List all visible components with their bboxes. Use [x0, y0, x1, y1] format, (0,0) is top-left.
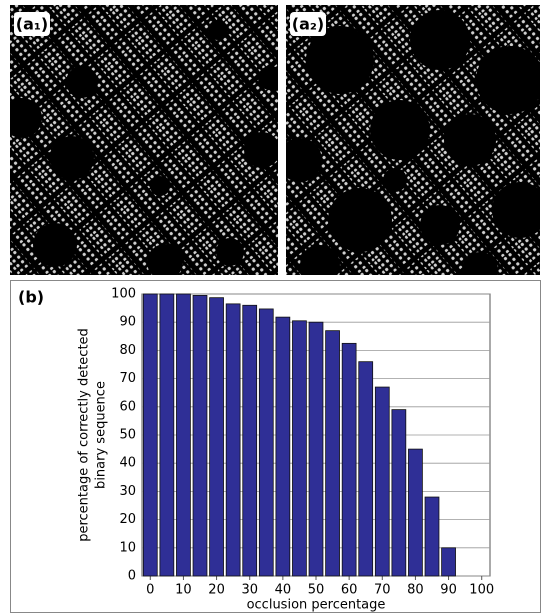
bar	[358, 361, 374, 577]
x-tick-label: 10	[175, 583, 192, 598]
x-tick-label: 30	[241, 583, 258, 598]
bar	[374, 386, 390, 577]
image-a2	[286, 5, 540, 275]
y-tick-label: 50	[119, 428, 136, 443]
bar	[391, 409, 407, 577]
bar	[242, 304, 258, 577]
panel-label: (b)	[18, 288, 44, 307]
bar	[209, 297, 224, 577]
x-tick-label: 80	[407, 583, 424, 598]
label-box	[14, 12, 50, 36]
bar	[176, 293, 191, 577]
bar	[292, 320, 307, 577]
panel-label: (a₁)	[16, 15, 48, 34]
y-tick-label: 0	[128, 569, 136, 584]
y-axis-label: percentage of correctly detected	[77, 328, 92, 542]
x-tick-label: 90	[440, 583, 457, 598]
y-tick-label: 90	[119, 315, 136, 330]
y-axis-label: binary sequence	[94, 381, 109, 489]
x-tick-label: 70	[374, 583, 391, 598]
bar	[441, 547, 456, 577]
bar	[408, 448, 423, 577]
bar	[258, 308, 274, 577]
y-tick-label: 30	[119, 484, 136, 499]
x-tick-label: 50	[308, 583, 325, 598]
bar	[341, 342, 357, 577]
bar	[225, 303, 241, 577]
bar	[142, 293, 158, 577]
y-tick-label: 60	[119, 399, 136, 414]
y-tick-label: 80	[119, 343, 136, 358]
bar	[325, 330, 340, 577]
x-tick-label: 60	[341, 583, 358, 598]
label-box	[290, 12, 326, 36]
y-tick-label: 20	[119, 512, 136, 527]
x-axis-label: occlusion percentage	[247, 598, 386, 613]
y-tick-label: 10	[119, 540, 136, 555]
bar	[159, 293, 175, 577]
y-tick-label: 40	[119, 456, 136, 471]
bar	[424, 496, 440, 577]
y-tick-label: 70	[119, 371, 136, 386]
bar	[275, 316, 291, 577]
x-tick-label: 0	[146, 583, 154, 598]
image-a1	[10, 5, 278, 275]
y-tick-label: 100	[111, 287, 136, 302]
bar	[308, 321, 324, 577]
x-tick-label: 20	[208, 583, 225, 598]
x-tick-label: 100	[469, 583, 494, 598]
panel-label: (a₂)	[292, 15, 324, 34]
x-tick-label: 40	[275, 583, 292, 598]
bar	[192, 295, 208, 577]
